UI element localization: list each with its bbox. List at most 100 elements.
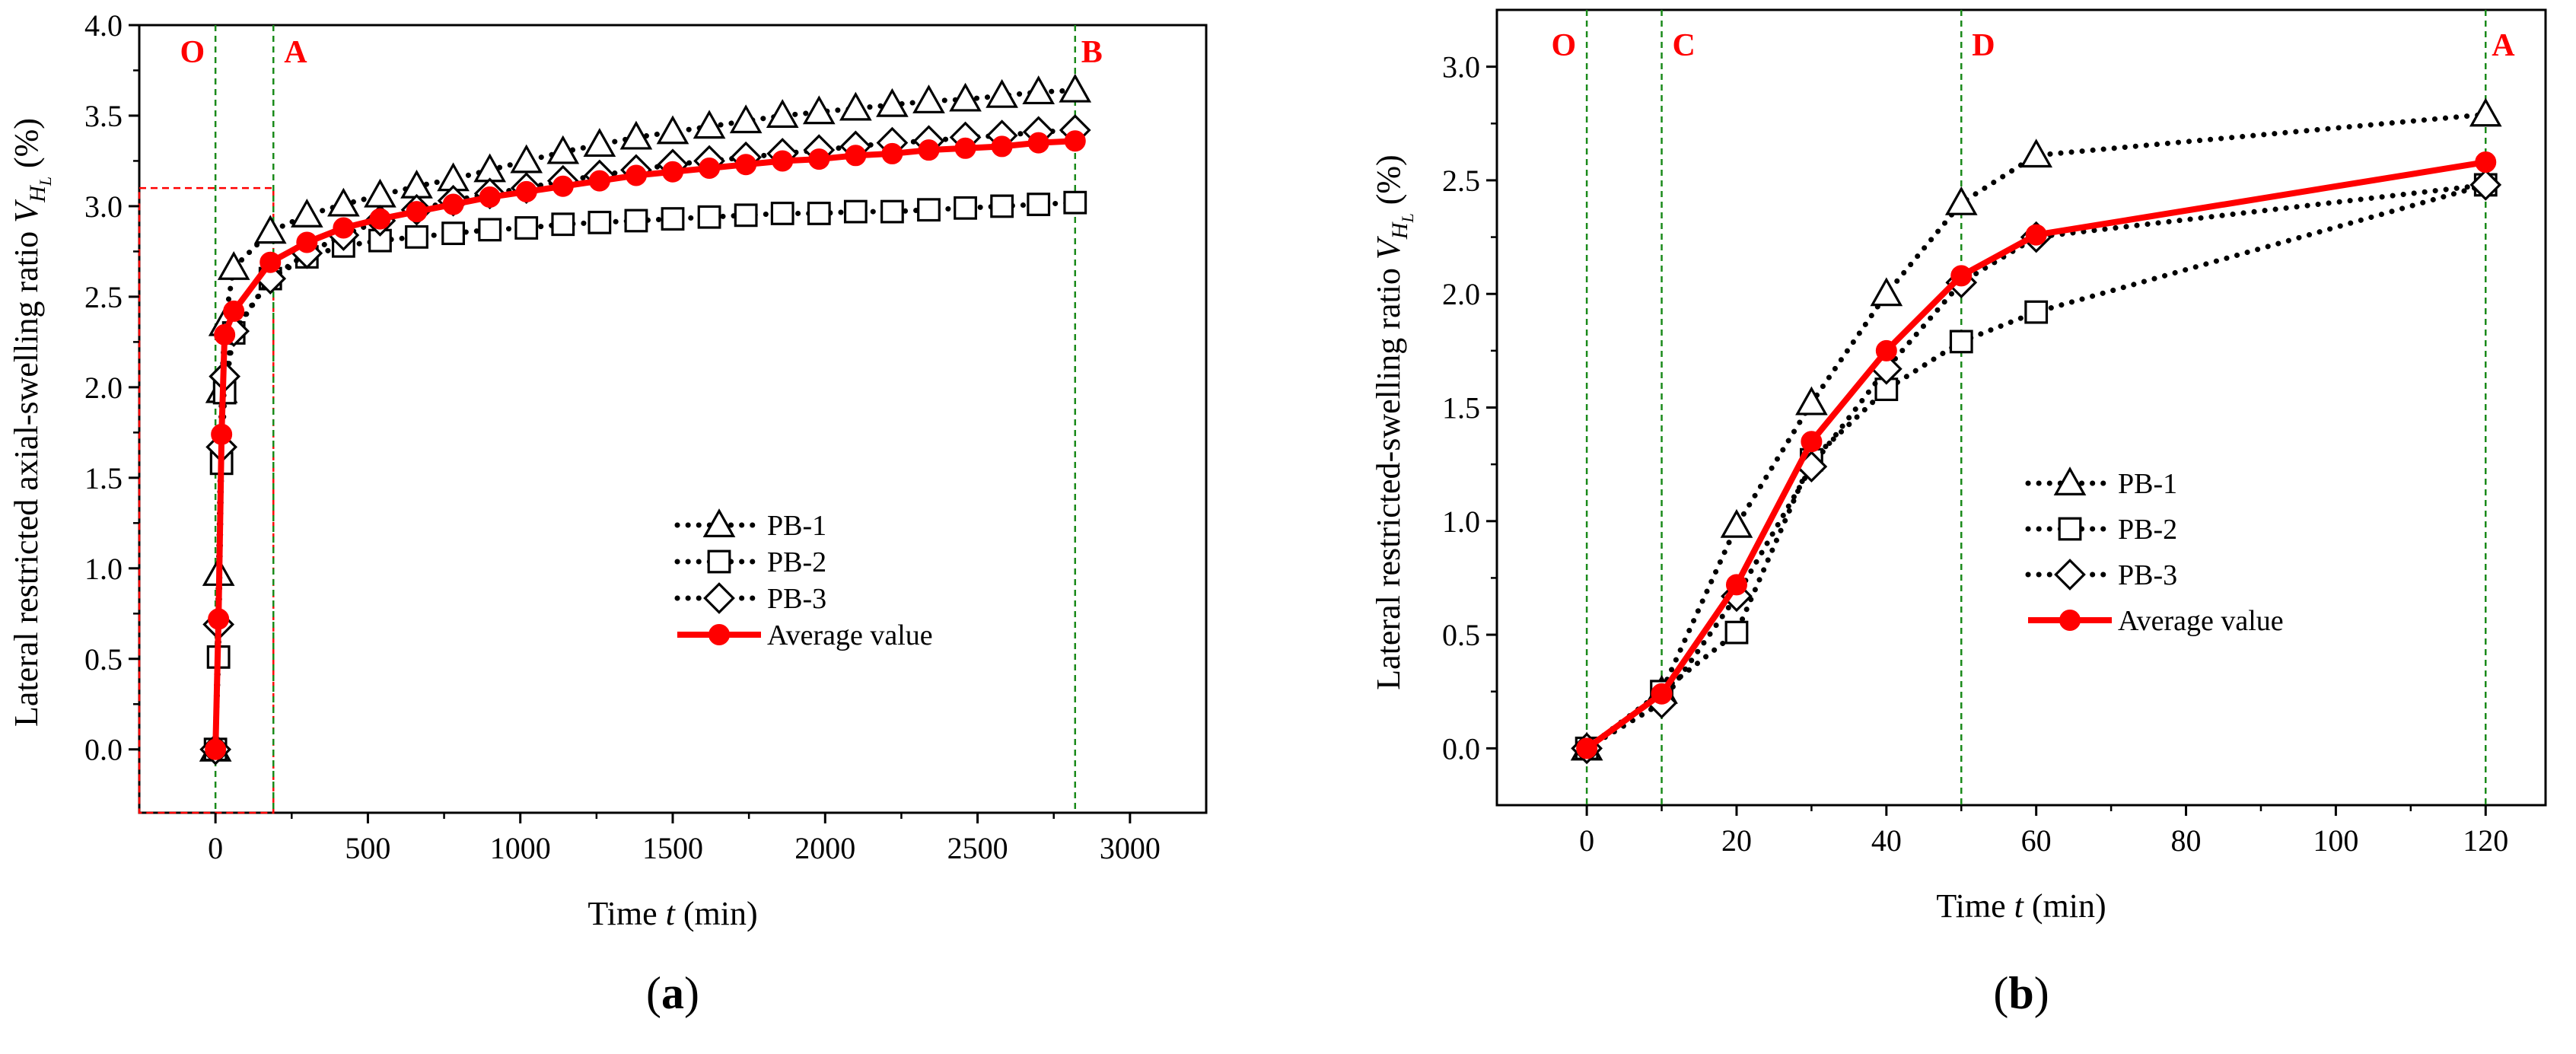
- data-point: [1720, 508, 1753, 538]
- data-point: [552, 175, 574, 197]
- data-point: [1795, 386, 1828, 416]
- data-point: [807, 202, 831, 225]
- data-point: [214, 323, 236, 345]
- x-tick-label: 1000: [490, 831, 551, 865]
- data-point: [954, 137, 976, 159]
- data-point: [1059, 73, 1092, 103]
- data-point: [479, 186, 501, 209]
- y-tick-label: 2.5: [1442, 164, 1480, 198]
- series-line: [212, 138, 1075, 750]
- data-point: [772, 150, 794, 172]
- legend-label: PB-2: [2118, 514, 2177, 546]
- y-tick-label: 0.5: [84, 642, 123, 677]
- legend: PB-1 PB-2 PB-3 Average value: [674, 508, 933, 651]
- legend-label: Average value: [2118, 605, 2284, 637]
- legend-marker: [2054, 559, 2086, 591]
- series-line: [1584, 111, 2488, 751]
- legend-label: PB-1: [2118, 468, 2177, 500]
- data-point: [843, 199, 868, 224]
- y-axis-label-var: V: [8, 199, 45, 223]
- data-point: [1801, 431, 1823, 453]
- series-average-value: [205, 130, 1086, 760]
- data-point: [662, 161, 683, 183]
- data-point: [1724, 620, 1749, 645]
- series-pb-2: [203, 190, 1087, 762]
- x-tick-label: 500: [345, 831, 390, 865]
- data-point: [986, 78, 1018, 108]
- data-point: [253, 215, 287, 244]
- y-tick-label: 1.0: [84, 552, 123, 586]
- data-point: [1725, 574, 1747, 596]
- x-tick-label: 40: [1871, 823, 1902, 858]
- data-point: [1022, 75, 1056, 105]
- y-axis-label: Lateral restricted-swelling ratio VHL (%…: [1370, 154, 1417, 689]
- stage-label-a: A: [2492, 28, 2515, 63]
- data-point: [770, 202, 794, 225]
- stage-label-o: O: [180, 35, 205, 70]
- data-point: [551, 212, 575, 237]
- series-average-value: [1576, 151, 2497, 759]
- data-point: [918, 139, 940, 161]
- data-point: [2024, 300, 2049, 324]
- data-point: [1949, 330, 1973, 354]
- y-tick-label: 3.0: [84, 189, 123, 224]
- y-tick-label: 0.5: [1442, 618, 1480, 652]
- data-point: [2469, 97, 2502, 127]
- y-axis-label-sub: H: [1387, 221, 1412, 240]
- chart-panel-a: O A B 0 500 1000 1500 2000 2500 3000 0.0 0.5 1.0 1.5 2…: [8, 8, 1208, 1018]
- data-point: [587, 210, 612, 234]
- data-point: [839, 91, 872, 121]
- data-point: [735, 154, 757, 176]
- data-point: [1027, 132, 1049, 154]
- legend-marker: [708, 624, 730, 645]
- data-point: [260, 251, 282, 273]
- y-axis-label-main: Lateral restricted-swelling ratio: [1370, 260, 1407, 690]
- x-tick-label: 2500: [947, 831, 1008, 865]
- panel-label-close: ): [684, 968, 699, 1018]
- x-tick-label: 0: [208, 831, 223, 865]
- series-line: [1584, 182, 2488, 751]
- data-point: [217, 250, 250, 280]
- data-point: [514, 216, 539, 240]
- data-point: [296, 231, 318, 253]
- y-tick-label: 3.0: [1442, 50, 1480, 84]
- series-line: [1584, 159, 2486, 751]
- stage-label-b: B: [1081, 35, 1103, 70]
- x-axis-label: Time t (min): [587, 895, 757, 932]
- data-point: [223, 300, 245, 322]
- y-axis-label-subsub: L: [36, 177, 55, 186]
- data-point: [442, 193, 464, 215]
- data-point: [881, 142, 903, 164]
- x-axis-label-prefix: Time: [1936, 887, 2014, 925]
- data-point: [333, 217, 355, 239]
- stage-label-a: A: [284, 35, 307, 70]
- legend-label: PB-1: [767, 510, 826, 542]
- data-point: [515, 180, 537, 202]
- x-tick-label: 3000: [1100, 831, 1161, 865]
- data-point: [211, 423, 233, 445]
- x-axis-label-unit: (min): [2024, 887, 2106, 925]
- x-tick-label: 2000: [794, 831, 855, 865]
- legend-label: PB-2: [767, 546, 826, 578]
- data-point: [1651, 683, 1673, 705]
- zoom-box: [138, 186, 275, 814]
- data-point: [802, 95, 836, 125]
- panel-label-open: (: [646, 968, 661, 1018]
- data-point: [2025, 224, 2047, 246]
- data-point: [583, 128, 616, 158]
- y-axis-label: Lateral restricted axial-swelling ratio …: [8, 118, 55, 727]
- data-point: [661, 207, 685, 231]
- y-tick-label: 2.0: [1442, 277, 1480, 311]
- data-point: [625, 164, 647, 186]
- legend-marker: [2058, 517, 2082, 541]
- x-axis-label: Time t (min): [1936, 887, 2106, 925]
- data-point: [1944, 186, 1978, 215]
- data-point: [546, 135, 580, 164]
- legend-marker: [702, 508, 736, 538]
- x-axis-label-var: t: [666, 895, 677, 932]
- data-point: [990, 194, 1014, 218]
- legend: PB-1 PB-2 PB-3 Average value: [2025, 466, 2284, 637]
- data-point: [2020, 139, 2053, 168]
